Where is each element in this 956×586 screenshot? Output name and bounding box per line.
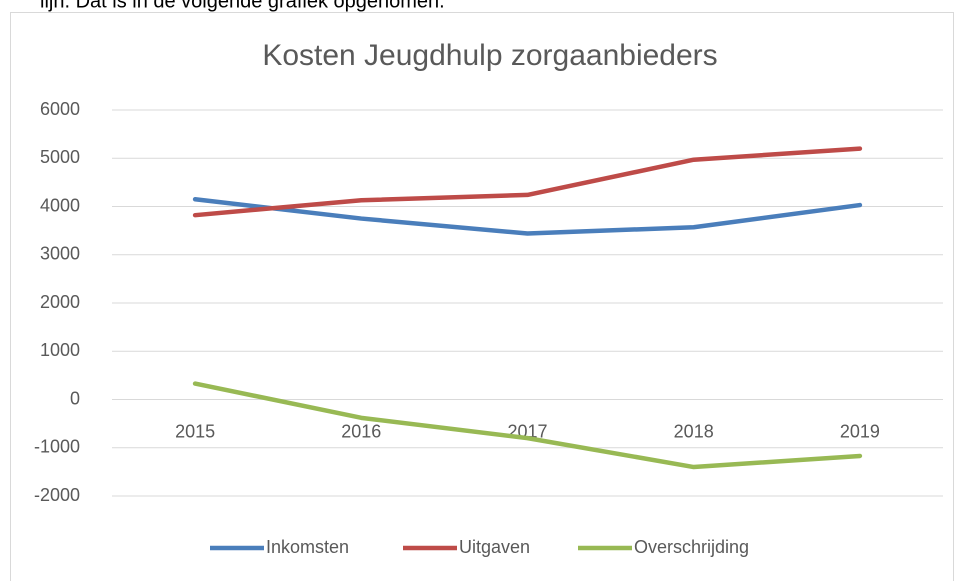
x-tick-label: 2019 xyxy=(840,421,880,441)
line-series xyxy=(192,197,863,236)
y-tick-label: 1000 xyxy=(40,340,80,360)
line-series xyxy=(192,381,863,470)
y-tick-label: 3000 xyxy=(40,244,80,264)
chart-title: Kosten Jeugdhulp zorgaanbieders xyxy=(262,39,717,72)
y-tick-label: -2000 xyxy=(34,485,80,505)
x-tick-label: 2018 xyxy=(674,421,714,441)
chart-frame xyxy=(10,12,954,586)
y-tick-label: 6000 xyxy=(40,99,80,119)
x-tick-label: 2015 xyxy=(175,421,215,441)
line-series xyxy=(192,146,863,218)
y-tick-label: 4000 xyxy=(40,195,80,215)
y-tick-label: 0 xyxy=(70,388,80,408)
y-tick-label: -1000 xyxy=(34,437,80,457)
y-tick-label: 2000 xyxy=(40,292,80,312)
legend-label: Overschrijding xyxy=(634,537,749,557)
legend-label: Uitgaven xyxy=(459,537,530,557)
y-tick-label: 5000 xyxy=(40,147,80,167)
legend-label: Inkomsten xyxy=(266,537,349,557)
x-tick-label: 2016 xyxy=(341,421,381,441)
page-text: lijn. Dat is in de volgende grafiek opge… xyxy=(40,0,445,12)
